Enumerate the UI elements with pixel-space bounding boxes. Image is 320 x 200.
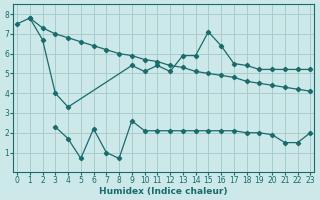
X-axis label: Humidex (Indice chaleur): Humidex (Indice chaleur) xyxy=(100,187,228,196)
